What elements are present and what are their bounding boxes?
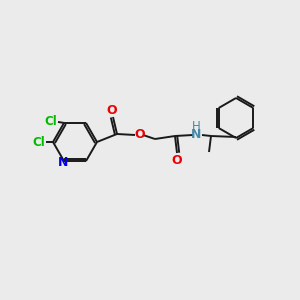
Text: O: O [135, 128, 145, 142]
Text: Cl: Cl [33, 136, 45, 148]
Text: N: N [191, 128, 201, 140]
Text: O: O [107, 103, 117, 116]
Text: Cl: Cl [45, 116, 57, 128]
Text: H: H [192, 121, 200, 134]
Text: O: O [172, 154, 182, 166]
Text: N: N [58, 156, 68, 169]
